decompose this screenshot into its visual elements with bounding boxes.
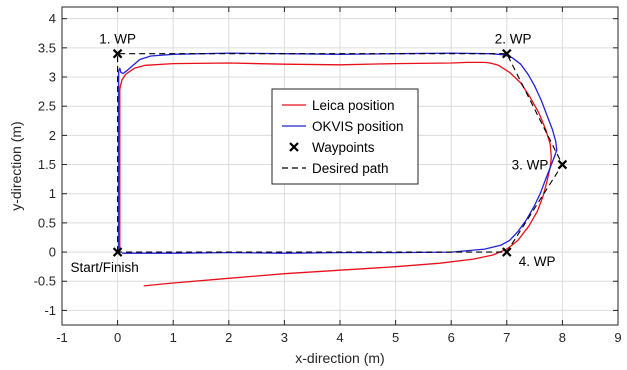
legend-entry: Waypoints xyxy=(312,140,375,155)
x-tick-label: 5 xyxy=(392,330,399,345)
okvis-position-line xyxy=(118,52,558,254)
waypoint-stroke xyxy=(289,142,299,152)
waypoint-stroke xyxy=(502,48,512,59)
legend-entry: OKVIS position xyxy=(312,119,404,134)
x-tick-label: 8 xyxy=(559,330,566,345)
annotation-label: Start/Finish xyxy=(70,260,138,275)
waypoint-stroke xyxy=(112,247,123,257)
leica-position-line xyxy=(119,61,552,287)
y-tick-label: 3.5 xyxy=(38,40,56,55)
annotation-label: 4. WP xyxy=(519,254,556,269)
x-tick-label: 9 xyxy=(614,330,621,345)
annotations: 1. WP 2. WP 3. WP 4. WP Start/Finish xyxy=(70,32,555,275)
y-tick-label: 4 xyxy=(49,11,56,26)
x-axis-label: x-direction (m) xyxy=(295,350,384,366)
series-layer xyxy=(112,48,568,287)
legend-entry: Desired path xyxy=(312,161,389,176)
annotation-label: 3. WP xyxy=(512,158,549,173)
legend: Leica position OKVIS position Waypoints Des… xyxy=(271,88,419,185)
waypoint-stroke xyxy=(557,159,568,170)
y-tick-label: 2.5 xyxy=(38,99,56,114)
annotation-label: 1. WP xyxy=(99,32,136,47)
x-tick-label: -1 xyxy=(56,330,68,345)
y-tick-label: 1.5 xyxy=(38,157,56,172)
axes: -1 0 1 2 3 4 5 6 7 8 9 -1 -0.5 0 0.5 1 1.5 2 2.5 3 3.5 4 xyxy=(34,6,622,345)
y-tick-label: 3 xyxy=(49,70,56,85)
waypoint-marker xyxy=(502,48,512,59)
waypoint-marker xyxy=(557,159,568,170)
x-tick-label: 7 xyxy=(503,330,510,345)
legend-swatch xyxy=(289,142,299,152)
waypoint-marker xyxy=(112,48,123,59)
y-tick-label: 2 xyxy=(49,128,56,143)
waypoint-stroke xyxy=(112,48,123,59)
waypoint-stroke xyxy=(502,247,512,257)
annotation-label: 2. WP xyxy=(495,32,532,47)
y-tick-label: -0.5 xyxy=(34,274,56,289)
legend-entry: Leica position xyxy=(312,98,395,113)
x-tick-label: 0 xyxy=(114,330,121,345)
x-tick-label: 4 xyxy=(336,330,343,345)
x-tick-label: 1 xyxy=(170,330,177,345)
y-tick-label: 1 xyxy=(49,186,56,201)
desired-path-line xyxy=(117,53,563,253)
x-tick-label: 2 xyxy=(225,330,232,345)
y-tick-label: 0 xyxy=(49,245,56,260)
y-axis-label: y-direction (m) xyxy=(8,121,24,210)
waypoint-marker xyxy=(502,247,512,257)
waypoint-marker xyxy=(112,247,123,257)
y-tick-label: 0.5 xyxy=(38,215,56,230)
y-tick-label: -1 xyxy=(44,303,56,318)
x-tick-label: 6 xyxy=(448,330,455,345)
x-tick-label: 3 xyxy=(281,330,288,345)
